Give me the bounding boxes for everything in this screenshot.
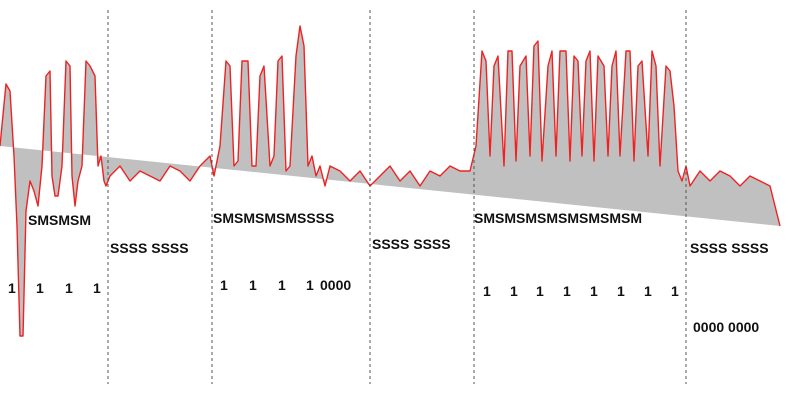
annotation-label-6: SSSS SSSS [690, 240, 769, 256]
annotation-label-15: 0000 [320, 277, 351, 293]
annotation-label-18: 1 [536, 283, 544, 299]
annotation-label-24: 0000 0000 [693, 319, 759, 335]
annotation-label-17: 1 [510, 283, 518, 299]
annotation-label-20: 1 [590, 283, 598, 299]
annotation-label-2: SSSS SSSS [110, 240, 189, 256]
annotation-label-1: SMSMSM [28, 212, 91, 228]
annotation-label-12: 1 [249, 277, 257, 293]
annotation-label-7: 1 [8, 280, 16, 296]
annotation-label-22: 1 [644, 283, 652, 299]
annotation-label-16: 1 [483, 283, 491, 299]
annotation-label-4: SSSS SSSS [372, 236, 451, 252]
annotation-label-14: 1 [306, 277, 314, 293]
signal-trace [0, 25, 781, 337]
annotation-label-19: 1 [563, 283, 571, 299]
annotation-label-11: 1 [220, 277, 228, 293]
annotation-label-23: 1 [671, 283, 679, 299]
annotation-label-9: 1 [65, 280, 73, 296]
annotation-label-8: 1 [36, 280, 44, 296]
annotation-label-10: 1 [93, 280, 101, 296]
annotation-label-13: 1 [278, 277, 286, 293]
signal-area [0, 26, 780, 336]
annotation-label-21: 1 [617, 283, 625, 299]
annotation-label-3: SMSMSMSMSSSS [213, 210, 334, 226]
annotation-label-5: SMSMSMSMSMSMSMSM [474, 210, 642, 226]
